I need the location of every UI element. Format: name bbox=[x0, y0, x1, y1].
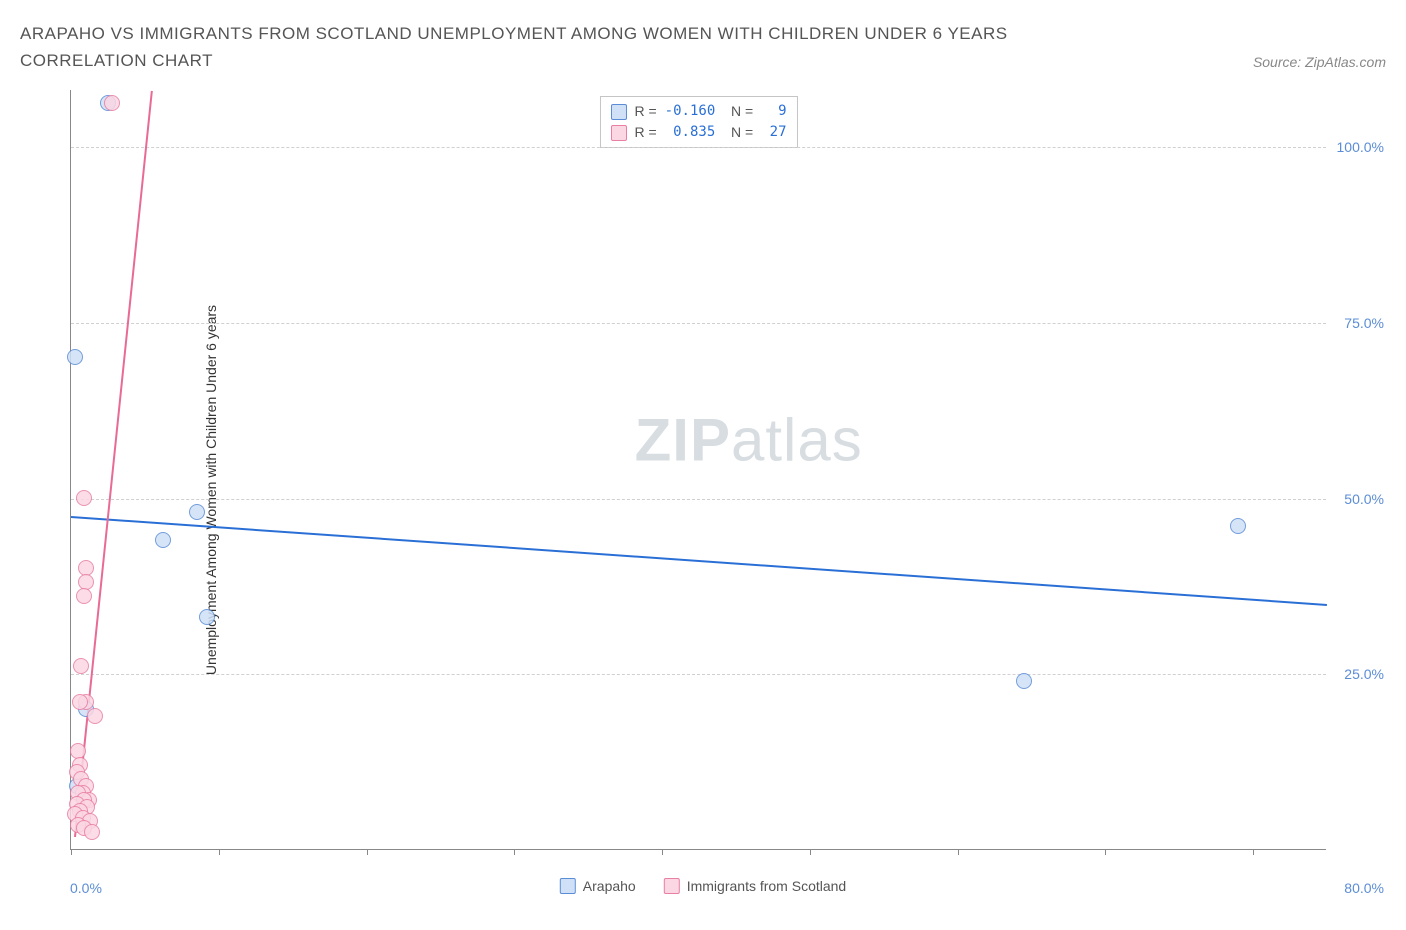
swatch-scotland bbox=[610, 125, 626, 141]
data-point-arapaho bbox=[1230, 518, 1246, 534]
data-point-scotland bbox=[84, 824, 100, 840]
data-point-scotland bbox=[104, 95, 120, 111]
data-point-scotland bbox=[87, 708, 103, 724]
data-point-arapaho bbox=[189, 504, 205, 520]
n-value-scotland: 27 bbox=[761, 122, 786, 143]
x-tick bbox=[71, 849, 72, 855]
swatch-arapaho bbox=[560, 878, 576, 894]
source-attribution: Source: ZipAtlas.com bbox=[1253, 54, 1386, 74]
data-point-scotland bbox=[76, 490, 92, 506]
legend-item-arapaho: Arapaho bbox=[560, 878, 636, 894]
n-value-arapaho: 9 bbox=[761, 101, 786, 122]
r-value-scotland: 0.835 bbox=[665, 122, 716, 143]
x-tick bbox=[810, 849, 811, 855]
x-axis-min-label: 0.0% bbox=[70, 880, 102, 896]
y-tick-label: 100.0% bbox=[1337, 139, 1384, 155]
legend-item-scotland: Immigrants from Scotland bbox=[664, 878, 847, 894]
x-tick bbox=[958, 849, 959, 855]
y-tick-label: 25.0% bbox=[1344, 666, 1384, 682]
chart-title: ARAPAHO VS IMMIGRANTS FROM SCOTLAND UNEM… bbox=[20, 20, 1120, 74]
gridline bbox=[71, 674, 1326, 675]
r-value-arapaho: -0.160 bbox=[665, 101, 716, 122]
gridline bbox=[71, 323, 1326, 324]
data-point-arapaho bbox=[199, 609, 215, 625]
gridline bbox=[71, 147, 1326, 148]
series-legend: Arapaho Immigrants from Scotland bbox=[560, 878, 846, 894]
x-tick bbox=[219, 849, 220, 855]
stats-row-arapaho: R =-0.160 N = 9 bbox=[610, 101, 786, 122]
data-point-scotland bbox=[73, 658, 89, 674]
swatch-arapaho bbox=[610, 104, 626, 120]
x-tick bbox=[662, 849, 663, 855]
trend-line-arapaho bbox=[71, 516, 1327, 606]
stats-legend: R =-0.160 N = 9R = 0.835 N = 27 bbox=[599, 96, 797, 148]
data-point-scotland bbox=[76, 588, 92, 604]
y-tick-label: 50.0% bbox=[1344, 491, 1384, 507]
x-tick bbox=[514, 849, 515, 855]
x-tick bbox=[1105, 849, 1106, 855]
data-point-arapaho bbox=[67, 349, 83, 365]
legend-label-scotland: Immigrants from Scotland bbox=[687, 878, 847, 894]
data-point-arapaho bbox=[155, 532, 171, 548]
y-tick-label: 75.0% bbox=[1344, 315, 1384, 331]
watermark: ZIPatlas bbox=[635, 405, 863, 474]
data-point-arapaho bbox=[1016, 673, 1032, 689]
trend-line-scotland bbox=[74, 91, 153, 837]
x-tick bbox=[1253, 849, 1254, 855]
gridline bbox=[71, 499, 1326, 500]
plot-area: ZIPatlas R =-0.160 N = 9R = 0.835 N = 27… bbox=[70, 90, 1326, 850]
swatch-scotland bbox=[664, 878, 680, 894]
correlation-chart: Unemployment Among Women with Children U… bbox=[20, 80, 1386, 900]
stats-row-scotland: R = 0.835 N = 27 bbox=[610, 122, 786, 143]
data-point-scotland bbox=[72, 694, 88, 710]
x-axis-max-label: 80.0% bbox=[1344, 880, 1384, 896]
legend-label-arapaho: Arapaho bbox=[583, 878, 636, 894]
x-tick bbox=[367, 849, 368, 855]
